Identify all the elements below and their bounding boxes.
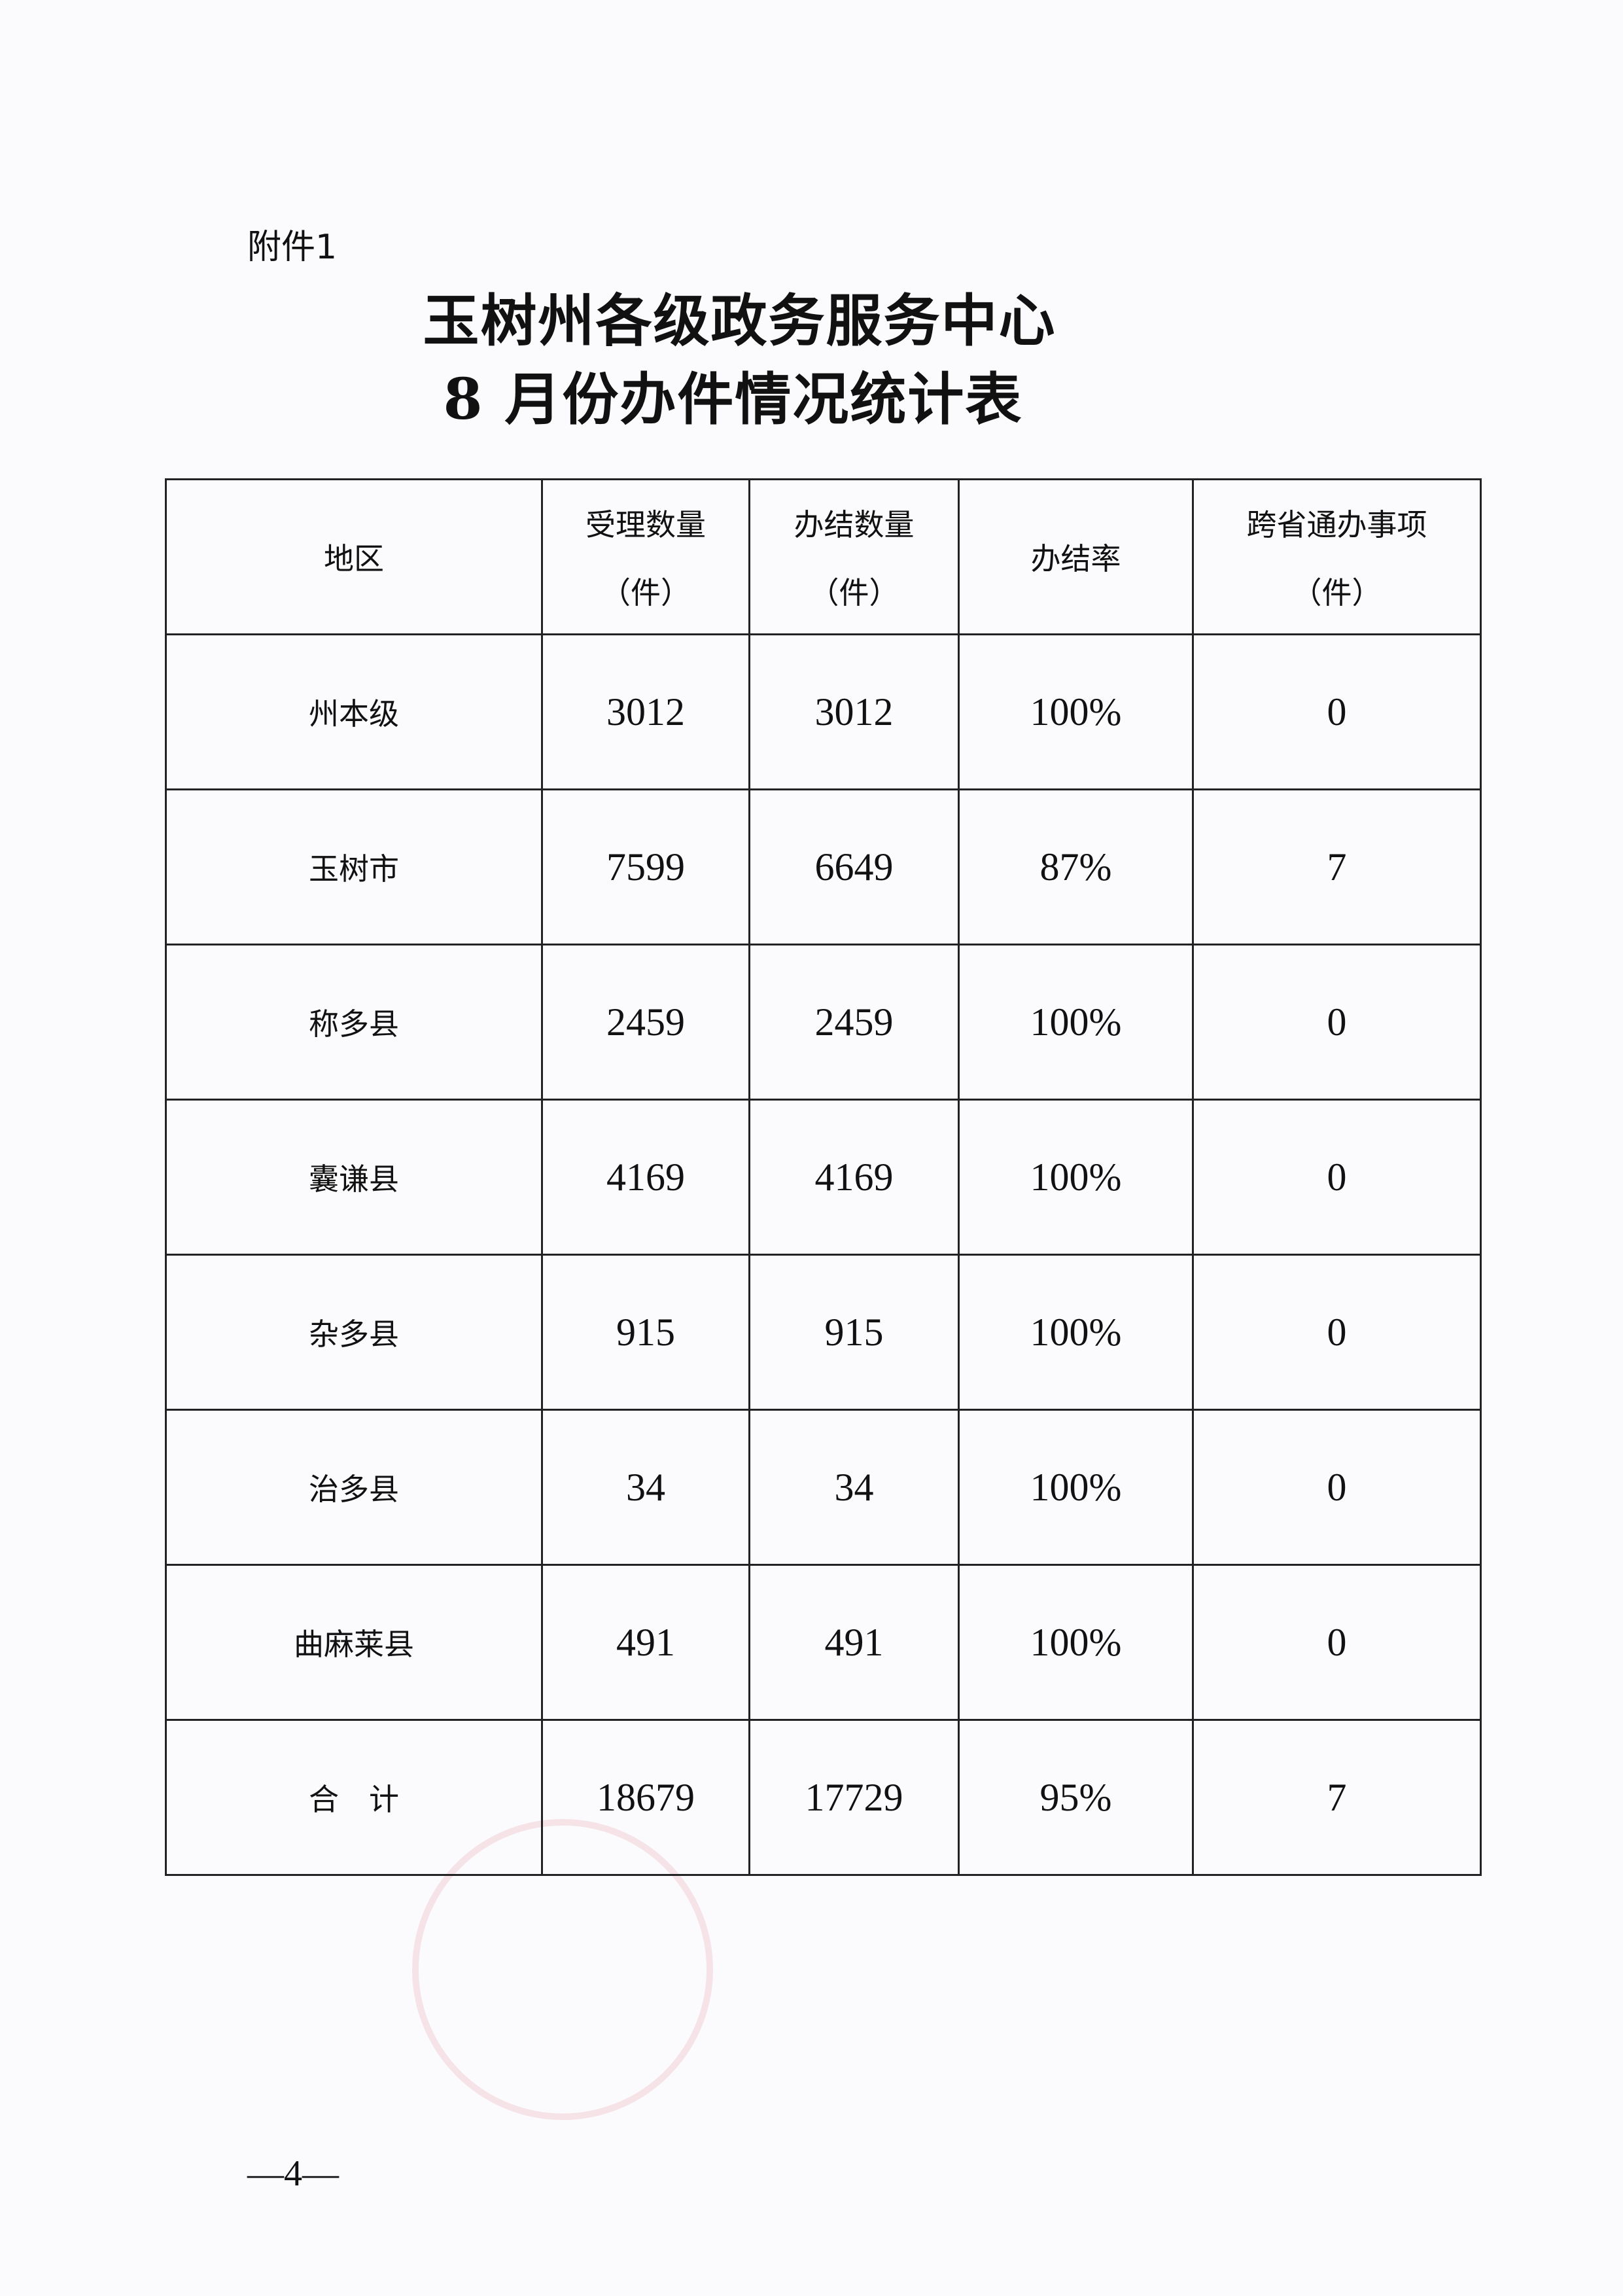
cell-region: 称多县	[165, 944, 543, 1101]
cell-region: 囊谦县	[165, 1099, 543, 1256]
total-row: 合 计 18679 17729 95% 7	[165, 1719, 1482, 1876]
cell-accepted: 4169	[541, 1099, 750, 1256]
cell-region: 合 计	[165, 1719, 543, 1876]
table-row: 曲麻莱县 491 491 100% 0	[165, 1564, 1482, 1721]
table-row: 囊谦县 4169 4169 100% 0	[165, 1099, 1482, 1256]
column-header-unit: （件）	[809, 575, 899, 610]
cell-completed: 2459	[748, 944, 960, 1101]
cell-accepted: 34	[541, 1409, 750, 1566]
cell-completed: 34	[748, 1409, 960, 1566]
cell-completed: 915	[748, 1254, 960, 1411]
cell-cross-province: 0	[1192, 1254, 1482, 1411]
cell-rate: 100%	[958, 1099, 1194, 1256]
cell-cross-province: 0	[1192, 1099, 1482, 1256]
table-row: 治多县 34 34 100% 0	[165, 1409, 1482, 1566]
column-header-label: 跨省通办事项	[1246, 507, 1427, 542]
cell-completed: 3012	[748, 633, 960, 790]
cell-cross-province: 7	[1192, 788, 1482, 945]
cell-rate: 100%	[958, 1564, 1194, 1721]
cell-rate: 100%	[958, 1409, 1194, 1566]
cell-completed: 6649	[748, 788, 960, 945]
cell-accepted: 7599	[541, 788, 750, 945]
cell-region: 杂多县	[165, 1254, 543, 1411]
cell-rate: 100%	[958, 944, 1194, 1101]
cell-region: 治多县	[165, 1409, 543, 1566]
table-row: 称多县 2459 2459 100% 0	[165, 944, 1482, 1101]
cell-cross-province: 0	[1192, 1409, 1482, 1566]
cell-accepted: 2459	[541, 944, 750, 1101]
cell-rate: 100%	[958, 633, 1194, 790]
cell-cross-province: 7	[1192, 1719, 1482, 1876]
column-header: 跨省通办事项 （件）	[1192, 478, 1482, 635]
column-header-label: 办结数量	[794, 507, 915, 542]
table-row: 玉树市 7599 6649 87% 7	[165, 788, 1482, 945]
table-row: 州本级 3012 3012 100% 0	[165, 633, 1482, 790]
cell-completed: 4169	[748, 1099, 960, 1256]
column-header: 办结率	[958, 478, 1194, 635]
cell-accepted: 915	[541, 1254, 750, 1411]
table-header-row: 地区 受理数量 （件） 办结数量 （件） 办结率 跨省通办事项 （件）	[165, 478, 1482, 635]
cell-completed: 491	[748, 1564, 960, 1721]
page-number: —4—	[247, 2153, 339, 2194]
column-header-label: 办结率	[1030, 541, 1121, 576]
cell-accepted: 18679	[541, 1719, 750, 1876]
page-subtitle: 8 月份办件情况统计表	[443, 366, 1023, 433]
attachment-label: 附件1	[247, 228, 338, 267]
column-header: 受理数量 （件）	[541, 478, 750, 635]
column-header-unit: （件）	[1291, 575, 1382, 610]
cell-rate: 95%	[958, 1719, 1194, 1876]
column-header: 办结数量 （件）	[748, 478, 960, 635]
table-row: 杂多县 915 915 100% 0	[165, 1254, 1482, 1411]
page-title: 玉树州各级政务服务中心	[423, 288, 1056, 354]
cell-rate: 87%	[958, 788, 1194, 945]
cell-region: 州本级	[165, 633, 543, 790]
statistics-table: 地区 受理数量 （件） 办结数量 （件） 办结率 跨省通办事项 （件） 州本级 3012 3012…	[165, 478, 1482, 1876]
cell-region: 玉树市	[165, 788, 543, 945]
column-header-label: 地区	[324, 541, 384, 576]
cell-rate: 100%	[958, 1254, 1194, 1411]
cell-completed: 17729	[748, 1719, 960, 1876]
cell-cross-province: 0	[1192, 944, 1482, 1101]
cell-accepted: 491	[541, 1564, 750, 1721]
cell-cross-province: 0	[1192, 633, 1482, 790]
cell-region: 曲麻莱县	[165, 1564, 543, 1721]
cell-accepted: 3012	[541, 633, 750, 790]
column-header-unit: （件）	[601, 575, 691, 610]
cell-cross-province: 0	[1192, 1564, 1482, 1721]
column-header-label: 受理数量	[585, 507, 706, 542]
column-header: 地区	[165, 478, 543, 635]
